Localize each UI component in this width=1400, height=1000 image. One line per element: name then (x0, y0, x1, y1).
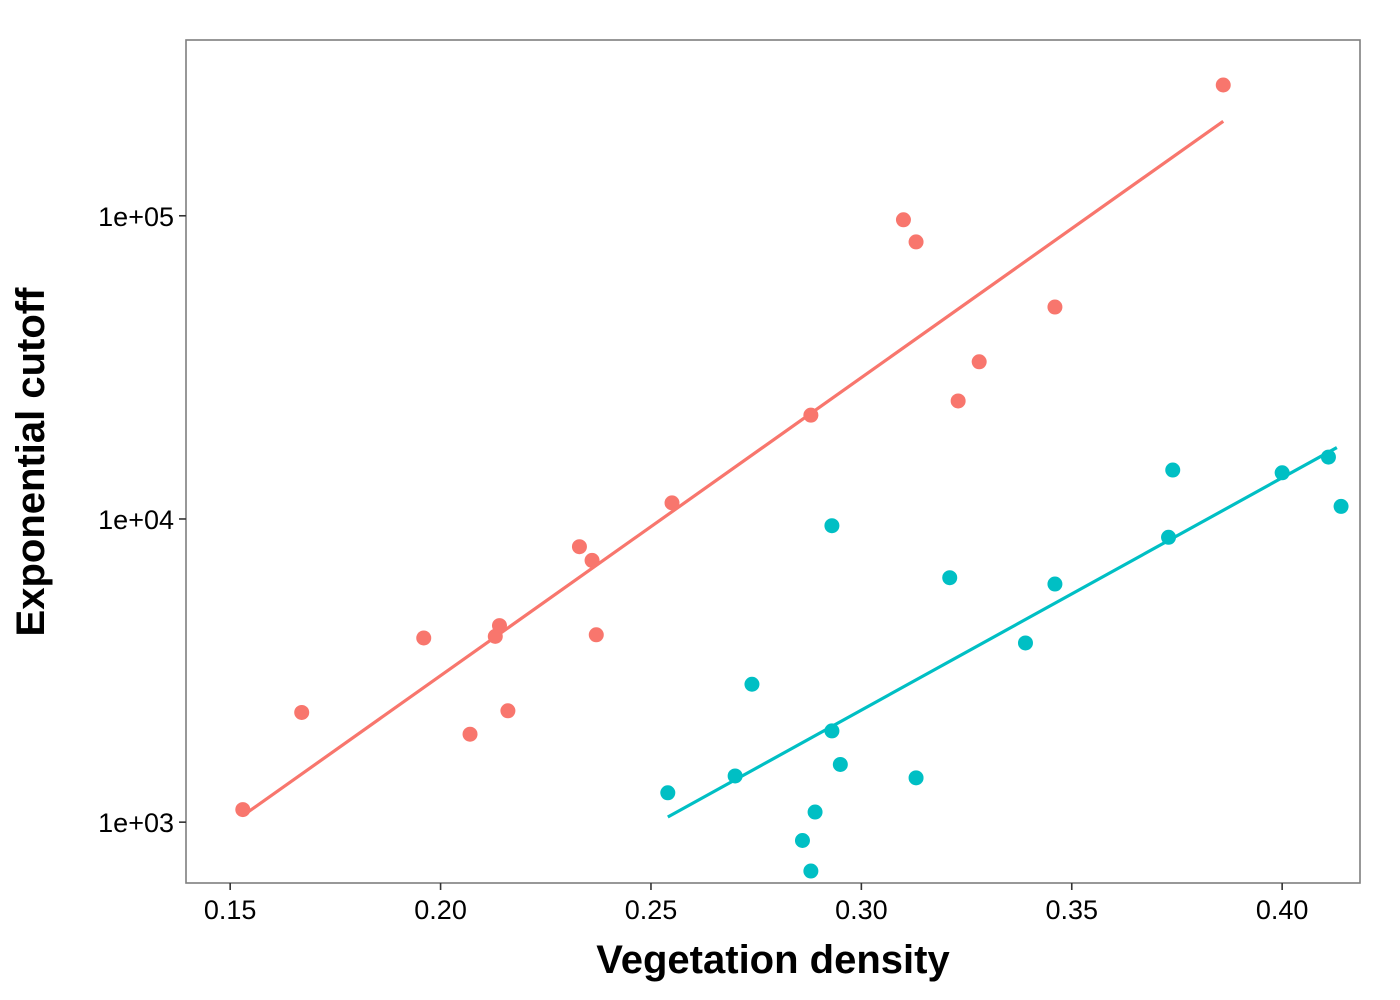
fit-line-series-1 (241, 119, 1225, 818)
y-axis-title: Exponential cutoff (9, 287, 53, 637)
data-point-series-1 (588, 627, 604, 643)
data-point-series-1 (500, 703, 516, 719)
x-tick-label: 0.40 (1256, 895, 1309, 925)
fit-line-series-2 (667, 446, 1338, 819)
data-point-series-1 (491, 618, 507, 634)
x-tick-label: 0.25 (625, 895, 678, 925)
plot-panel (185, 39, 1361, 884)
data-point-series-2 (942, 570, 958, 586)
data-point-series-2 (794, 832, 810, 848)
data-point-series-1 (416, 630, 432, 646)
data-point-series-1 (950, 393, 966, 409)
data-point-series-2 (1274, 465, 1290, 481)
y-axis: 1e+03 1e+04 1e+05 (98, 202, 186, 838)
y-tick-label: 1e+03 (98, 808, 174, 838)
data-point-series-1 (584, 552, 600, 568)
regression-lines (241, 119, 1338, 819)
data-point-series-2 (824, 518, 840, 534)
data-points (235, 77, 1349, 879)
data-point-series-2 (1165, 462, 1181, 478)
data-point-series-1 (1215, 77, 1231, 93)
data-point-series-1 (294, 704, 310, 720)
x-tick-label: 0.35 (1045, 895, 1098, 925)
data-point-series-2 (1333, 498, 1349, 514)
data-point-series-1 (803, 407, 819, 423)
data-point-series-1 (235, 802, 251, 818)
data-point-series-2 (1320, 449, 1336, 465)
x-tick-label: 0.15 (204, 895, 257, 925)
data-point-series-2 (727, 768, 743, 784)
y-tick-label: 1e+04 (98, 505, 174, 535)
x-tick-label: 0.30 (835, 895, 888, 925)
data-point-series-2 (744, 676, 760, 692)
data-point-series-2 (807, 804, 823, 820)
data-point-series-2 (803, 863, 819, 879)
data-point-series-2 (1047, 576, 1063, 592)
data-point-series-1 (1047, 299, 1063, 315)
data-point-series-2 (1017, 635, 1033, 651)
x-axis-title: Vegetation density (596, 938, 950, 982)
data-point-series-2 (824, 723, 840, 739)
data-point-series-2 (832, 756, 848, 772)
x-axis: 0.15 0.20 0.25 0.30 0.35 0.40 (204, 883, 1309, 925)
data-point-series-2 (908, 770, 924, 786)
data-point-series-1 (971, 354, 987, 370)
x-tick-label: 0.20 (414, 895, 467, 925)
data-point-series-1 (462, 726, 478, 742)
data-point-series-1 (908, 234, 924, 250)
data-point-series-1 (895, 212, 911, 228)
y-tick-label: 1e+05 (98, 202, 174, 232)
data-point-series-2 (660, 785, 676, 801)
data-point-series-1 (664, 495, 680, 511)
data-point-series-1 (571, 539, 587, 555)
data-point-series-2 (1161, 529, 1177, 545)
